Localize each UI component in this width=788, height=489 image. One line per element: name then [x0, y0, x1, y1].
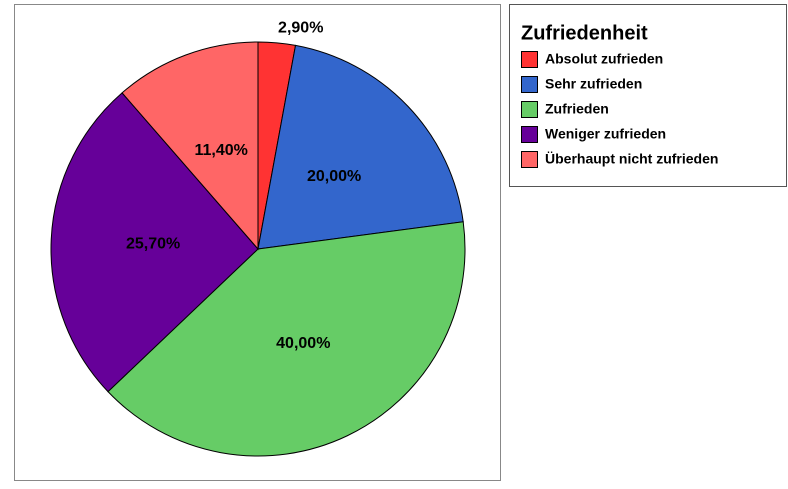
pie-slice: [50, 92, 259, 393]
legend-title: Zufriedenheit: [521, 22, 648, 44]
data-label: 11,40%: [194, 142, 247, 159]
data-label: 2,90%: [278, 19, 323, 36]
pie-slice: [257, 44, 464, 250]
legend-swatch: [521, 76, 538, 93]
legend-label: Weniger zufrieden: [545, 126, 666, 142]
legend-swatch: [521, 101, 538, 118]
data-label: 40,00%: [276, 335, 330, 352]
legend-label: Zufrieden: [545, 101, 609, 117]
legend-label: Absolut zufrieden: [545, 51, 663, 67]
legend-swatch: [521, 51, 538, 68]
legend-label: Sehr zufrieden: [545, 76, 642, 92]
legend-label: Überhaupt nicht zufrieden: [545, 151, 718, 167]
legend-swatch: [521, 126, 538, 143]
data-label: 25,70%: [126, 235, 180, 252]
pie-slice: [121, 41, 259, 251]
legend-swatch: [521, 151, 538, 168]
legend-frame: [509, 4, 787, 187]
data-label: 20,00%: [307, 168, 361, 185]
pie-slice: [107, 221, 466, 457]
